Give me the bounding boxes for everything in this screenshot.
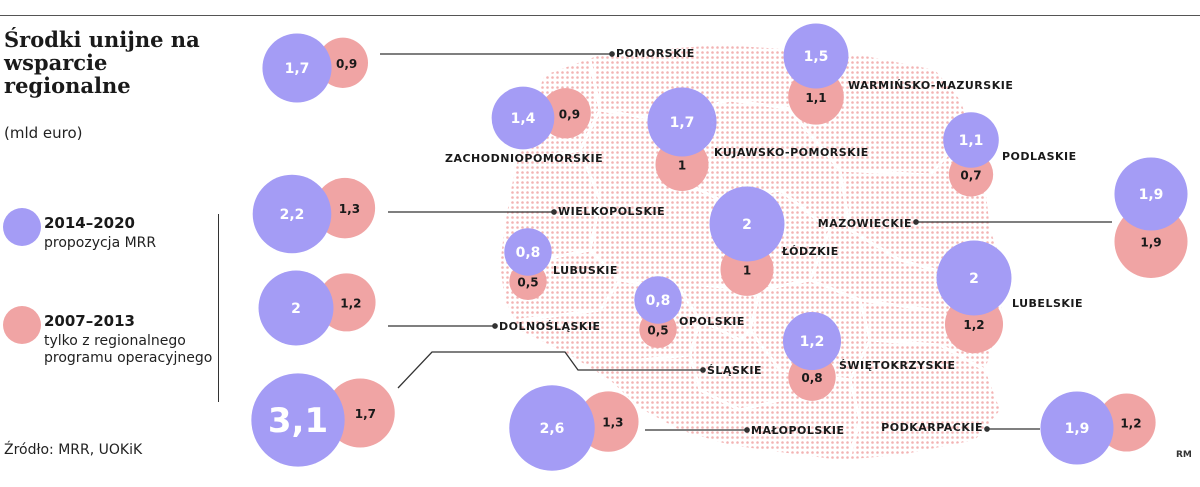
value-2007: 0,7 (960, 168, 981, 182)
legend-new-swatch (3, 208, 41, 246)
value-2014: 1,4 (511, 111, 536, 127)
bubble-2014 (783, 23, 849, 89)
legend-new-period: 2014–2020 (44, 214, 135, 232)
value-2014: 2,2 (280, 207, 305, 223)
bubble-2014 (647, 87, 717, 157)
value-2007: 1,2 (340, 296, 361, 310)
region-label: LUBUSKIE (553, 264, 618, 277)
value-2014: 1,9 (1065, 421, 1090, 437)
unit-label: (mld euro) (4, 124, 83, 142)
value-2014: 2 (742, 217, 752, 233)
leader-dot (744, 427, 750, 433)
region-label: MAŁOPOLSKIE (751, 424, 844, 437)
value-2007: 1,3 (339, 202, 360, 216)
value-2007: 1,1 (805, 91, 826, 105)
legend-old-swatch (3, 306, 41, 344)
value-2007: 1,9 (1140, 235, 1161, 249)
region-label: ŚLĄSKIE (707, 364, 762, 377)
author-credit: RM (1176, 450, 1192, 460)
value-2014: 0,8 (646, 293, 671, 309)
top-rule (0, 15, 1200, 16)
value-2014: 1,7 (670, 115, 695, 131)
legend-divider (218, 214, 219, 402)
leader-dot (984, 426, 990, 432)
leader-dot (492, 323, 498, 329)
bubble-2014 (1114, 157, 1188, 231)
bubble-2014 (782, 311, 842, 371)
value-2014: 3,1 (268, 401, 328, 441)
region-label: WARMIŃSKO-MAZURSKIE (848, 79, 1013, 92)
region-label: WIELKOPOLSKIE (558, 205, 665, 218)
region-label: LUBELSKIE (1012, 297, 1083, 310)
value-2014: 2,6 (540, 421, 565, 437)
region-label: MAZOWIECKIE (818, 217, 912, 230)
region-labels: POMORSKIE WARMIŃSKO-MAZURSKIE ZACHODNIOPOM… (445, 47, 1083, 437)
bubbles: 1,7 0,9 1,5 1,1 1,4 0,9 1,7 1 1,1 0,7 2,2 1,3 1,9 1,9… (251, 23, 1188, 471)
value-2007: 1,2 (1120, 417, 1141, 431)
region-label: ŁÓDZKIE (781, 245, 839, 258)
region-label: PODLASKIE (1002, 150, 1077, 163)
value-2014: 0,8 (516, 245, 541, 261)
value-2007: 0,5 (647, 323, 668, 337)
value-2007: 0,5 (517, 275, 538, 289)
value-2007: 0,8 (801, 371, 822, 385)
value-2014: 1,1 (959, 133, 984, 149)
legend-old-period: 2007–2013 (44, 312, 135, 330)
leader-line (397, 351, 703, 389)
bubble-2014 (943, 112, 999, 168)
leader-lines (380, 51, 1112, 433)
leader-dot (913, 219, 919, 225)
value-2014: 1,7 (285, 61, 310, 77)
leader-dot (551, 209, 557, 215)
region-label: ŚWIĘTOKRZYSKIE (839, 359, 956, 372)
value-2007: 1 (678, 159, 686, 173)
bubble-2014 (509, 385, 595, 471)
bubble-2014 (1040, 391, 1114, 465)
value-2007: 0,9 (559, 107, 580, 121)
region-label: PODKARPACKIE (881, 421, 983, 434)
value-2014: 1,2 (800, 334, 825, 350)
bubble-2014 (936, 240, 1012, 316)
source-note: Źródło: MRR, UOKiK (4, 442, 143, 458)
bubble-2014 (262, 33, 332, 103)
region-label: POMORSKIE (616, 47, 695, 60)
value-2007: 1,7 (355, 407, 376, 421)
legend-old-desc: tylko z regionalnego programu operacyjne… (44, 333, 213, 366)
bubble-2014 (258, 270, 334, 346)
value-2014: 1,9 (1139, 187, 1164, 203)
region-borders (504, 54, 986, 456)
region-label: DOLNOŚLĄSKIE (499, 320, 601, 333)
bubble-2014 (491, 86, 555, 150)
page-title: Środki unijne na wsparcie regionalne (4, 27, 200, 98)
value-2014: 2 (969, 271, 979, 287)
value-2007: 1,3 (602, 416, 623, 430)
leader-dot (609, 51, 615, 57)
region-label: ZACHODNIOPOMORSKIE (445, 152, 603, 165)
bubble-2014 (504, 228, 552, 276)
value-2014: 1,5 (804, 49, 829, 65)
bubble-2014 (709, 186, 785, 262)
leader-dot (700, 367, 706, 373)
bubble-2014 (252, 174, 332, 254)
region-label: KUJAWSKO-POMORSKIE (714, 146, 869, 159)
value-2014: 2 (291, 301, 301, 317)
bubble-2014 (634, 276, 682, 324)
region-label: OPOLSKIE (679, 315, 745, 328)
bubble-2014 (251, 373, 345, 467)
value-2007: 0,9 (336, 57, 357, 71)
value-2007: 1,2 (963, 318, 984, 332)
value-2007: 1 (743, 263, 751, 277)
legend-new-desc: propozycja MRR (44, 235, 157, 251)
